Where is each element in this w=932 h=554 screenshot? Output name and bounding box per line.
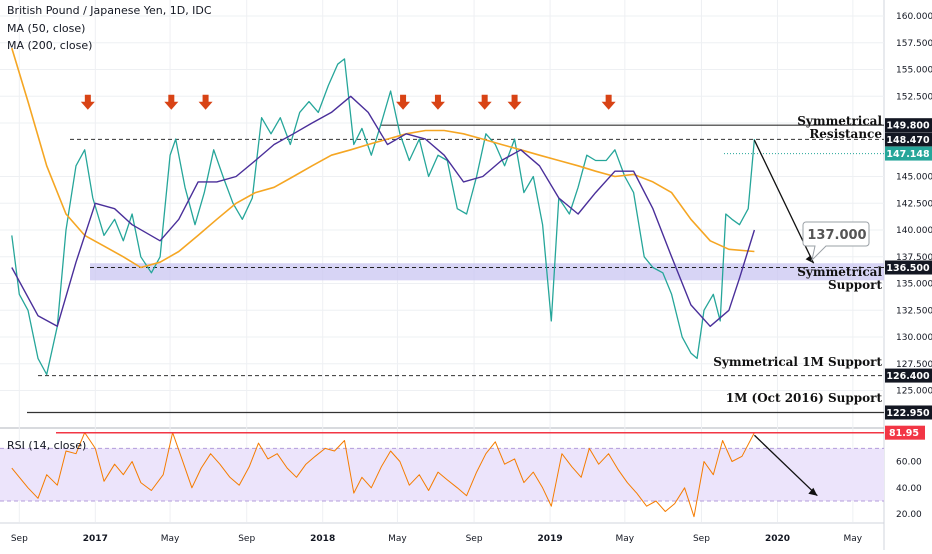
y-tick-label: 135.000 xyxy=(896,280,932,290)
y-tick-label: 155.000 xyxy=(896,66,932,76)
x-tick-label: Sep xyxy=(238,534,255,544)
down-arrow-icon xyxy=(80,94,95,110)
price-label-text: 148.470 xyxy=(886,135,930,146)
x-tick-label: 2017 xyxy=(83,534,108,544)
rsi-line xyxy=(11,432,755,518)
oct2016-support-annotation: 1M (Oct 2016) Support xyxy=(726,391,883,405)
y-tick-label: 137.500 xyxy=(896,253,932,263)
price-label-text: 149.800 xyxy=(886,121,930,132)
rsi-value-text: 81.95 xyxy=(889,428,919,439)
down-arrow-icon xyxy=(477,94,492,110)
y-tick-label: 145.000 xyxy=(896,173,932,183)
price-label-text: 136.500 xyxy=(886,263,930,274)
ma50-legend: MA (50, close) xyxy=(7,22,86,35)
price-label-tag xyxy=(885,146,932,161)
ma200-line xyxy=(11,47,755,269)
chart-title: British Pound / Japanese Yen, 1D, IDC xyxy=(7,4,212,17)
price-label-tag xyxy=(885,118,932,133)
y-tick-label: 125.000 xyxy=(896,387,932,397)
support-band xyxy=(90,263,884,281)
x-tick-label: Sep xyxy=(466,534,483,544)
rsi-projection-arrow xyxy=(753,434,818,497)
support-annotation: Symmetrical Support xyxy=(797,265,882,292)
x-tick-label: May xyxy=(161,534,180,544)
ma50-line xyxy=(11,95,756,327)
y-tick-label: 160.000 xyxy=(896,12,932,22)
x-tick-label: May xyxy=(388,534,407,544)
x-tick-label: Sep xyxy=(11,534,28,544)
down-arrow-icon xyxy=(601,94,616,110)
y-tick-label: 152.500 xyxy=(896,92,932,102)
y-tick-label: 130.000 xyxy=(896,333,932,343)
rsi-tick-label: 40.00 xyxy=(896,484,922,494)
rsi-tick-label: 20.00 xyxy=(896,510,922,520)
price-line xyxy=(11,58,756,376)
price-label-tag xyxy=(885,405,932,420)
x-tick-label: 2019 xyxy=(538,534,563,544)
x-tick-label: May xyxy=(616,534,635,544)
monthly-support-annotation: Symmetrical 1M Support xyxy=(713,355,882,369)
down-arrow-icon xyxy=(396,94,411,110)
target-callout-label: 137.000 xyxy=(807,228,866,243)
resistance-annotation: Symmetrical Resistance xyxy=(797,114,882,141)
rsi-tick-label: 60.00 xyxy=(896,458,922,468)
down-arrow-icon xyxy=(507,94,522,110)
y-tick-label: 140.000 xyxy=(896,226,932,236)
price-label-text: 147.148 xyxy=(886,149,930,160)
y-tick-label: 127.500 xyxy=(896,360,932,370)
rsi-projection-arrowhead xyxy=(808,487,818,496)
rsi-legend: RSI (14, close) xyxy=(7,439,87,452)
x-tick-label: 2018 xyxy=(310,534,335,544)
x-tick-label: Sep xyxy=(693,534,710,544)
price-label-tag xyxy=(885,368,932,383)
price-label-text: 122.950 xyxy=(886,408,930,419)
projection-arrowhead xyxy=(805,255,814,264)
y-tick-label: 132.500 xyxy=(896,306,932,316)
x-tick-label: 2020 xyxy=(765,534,790,544)
price-label-tag xyxy=(885,260,932,275)
ma200-legend: MA (200, close) xyxy=(7,39,93,52)
target-callout xyxy=(802,221,870,262)
down-arrow-icon xyxy=(430,94,445,110)
price-label-tag xyxy=(885,132,932,147)
rsi-band xyxy=(0,448,884,501)
x-tick-label: May xyxy=(844,534,863,544)
y-tick-label: 157.500 xyxy=(896,39,932,49)
rsi-value-tag xyxy=(885,425,925,440)
price-label-text: 126.400 xyxy=(886,371,930,382)
down-arrow-icon xyxy=(198,94,213,110)
y-tick-label: 142.500 xyxy=(896,199,932,209)
down-arrow-icon xyxy=(164,94,179,110)
